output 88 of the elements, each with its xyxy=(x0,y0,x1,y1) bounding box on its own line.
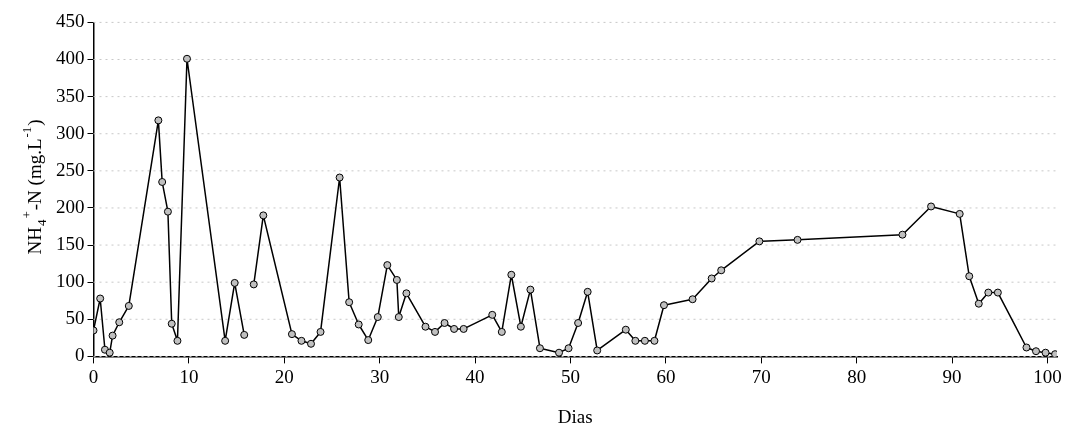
point xyxy=(793,235,802,244)
point xyxy=(583,287,592,296)
point xyxy=(555,348,564,357)
x-tick-label: 20 xyxy=(274,365,294,387)
point xyxy=(564,344,573,353)
point xyxy=(240,330,249,339)
point xyxy=(984,288,993,297)
y-tick-label: 100 xyxy=(56,270,85,292)
x-tick-label: 10 xyxy=(179,365,199,387)
point xyxy=(898,230,907,239)
point xyxy=(450,324,459,333)
point xyxy=(373,313,382,322)
point xyxy=(173,336,182,345)
y-tick-label: 200 xyxy=(56,195,85,217)
point xyxy=(105,348,114,357)
point xyxy=(287,330,296,339)
point xyxy=(158,177,167,186)
y-tick-label: 350 xyxy=(56,84,85,106)
point xyxy=(440,319,449,327)
point xyxy=(535,344,544,353)
point xyxy=(993,288,1002,297)
point xyxy=(631,336,640,345)
point xyxy=(593,346,602,355)
point xyxy=(974,299,983,308)
point xyxy=(402,289,411,298)
point xyxy=(364,336,373,345)
point xyxy=(297,336,306,345)
x-tick-label: 90 xyxy=(942,365,962,387)
x-tick-label: 50 xyxy=(560,365,580,387)
point xyxy=(755,237,764,246)
point xyxy=(955,209,964,218)
point xyxy=(394,313,403,322)
point xyxy=(507,270,516,279)
x-tick-label: 70 xyxy=(751,365,771,387)
point xyxy=(688,295,697,304)
point xyxy=(345,298,354,307)
x-tick-label: 40 xyxy=(465,365,485,387)
point xyxy=(354,320,363,329)
x-axis-title: Dias xyxy=(557,405,593,427)
point xyxy=(383,261,392,270)
point xyxy=(163,207,172,216)
point xyxy=(221,336,230,345)
point xyxy=(259,211,268,220)
y-tick-label: 150 xyxy=(56,233,85,255)
point xyxy=(707,274,716,283)
x-tick-label: 30 xyxy=(370,365,390,387)
point xyxy=(1041,348,1050,357)
point xyxy=(488,310,497,319)
point xyxy=(927,202,936,211)
point xyxy=(526,285,535,294)
point xyxy=(659,301,668,310)
point xyxy=(316,327,325,336)
point xyxy=(167,319,176,328)
point xyxy=(392,275,401,284)
y-axis-title: NH4+-N (mg.L-1) xyxy=(19,119,50,255)
y-tick-label: 250 xyxy=(56,158,85,180)
point xyxy=(650,336,659,345)
point xyxy=(108,331,117,340)
x-tick-label: 60 xyxy=(656,365,676,387)
x-tick-label: 100 xyxy=(1033,365,1062,387)
y-tick-label: 450 xyxy=(56,10,85,32)
point xyxy=(421,322,430,331)
point xyxy=(182,54,191,63)
point xyxy=(154,116,163,125)
point xyxy=(1022,343,1031,352)
point xyxy=(307,339,315,348)
x-tick-label: 0 xyxy=(88,365,99,387)
y-tick-label: 0 xyxy=(75,344,85,366)
point xyxy=(249,280,258,289)
point xyxy=(124,301,133,310)
point xyxy=(96,294,105,303)
point xyxy=(574,319,583,327)
y-tick-label: 50 xyxy=(65,307,85,329)
point xyxy=(516,322,525,331)
point xyxy=(459,324,468,333)
point xyxy=(497,327,506,336)
point xyxy=(115,318,124,327)
point xyxy=(717,266,726,275)
point xyxy=(230,278,239,287)
y-tick-label: 400 xyxy=(56,47,85,69)
point xyxy=(965,272,974,281)
point xyxy=(335,173,344,182)
point xyxy=(431,327,440,336)
point xyxy=(1032,347,1041,356)
x-tick-label: 80 xyxy=(847,365,867,387)
point xyxy=(621,325,630,334)
y-tick-label: 300 xyxy=(56,121,85,143)
point xyxy=(640,336,649,345)
